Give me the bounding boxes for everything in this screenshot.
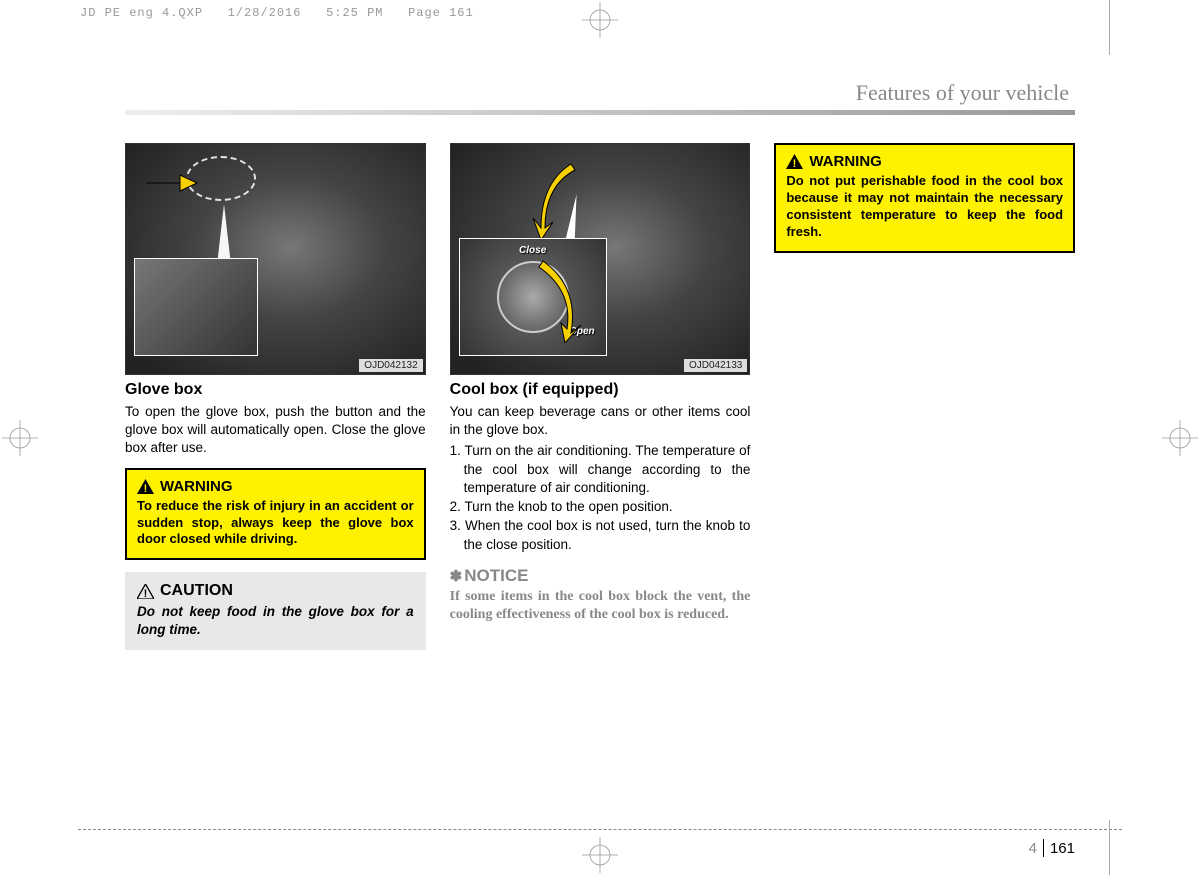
meta-time: 5:25 PM xyxy=(326,6,383,20)
column-3: ! WARNING Do not put perishable food in … xyxy=(774,143,1075,650)
figure-cool-box: Close Open OJD042133 xyxy=(450,143,751,375)
warning-icon: ! xyxy=(786,154,803,169)
cool-box-steps: 1. Turn on the air conditioning. The tem… xyxy=(450,442,751,553)
figure-id-label: OJD042132 xyxy=(359,359,422,372)
notice-title-text: NOTICE xyxy=(464,566,528,585)
dial-arrow-icon xyxy=(531,257,583,343)
notice-heading: ✽NOTICE xyxy=(450,566,751,586)
caution-icon: ! xyxy=(137,584,154,599)
caution-title: ! CAUTION xyxy=(137,582,414,600)
page-num: 161 xyxy=(1050,840,1075,857)
glove-box-heading: Glove box xyxy=(125,381,426,399)
registration-mark-left xyxy=(0,418,40,458)
registration-mark-top xyxy=(580,0,620,40)
notice-star-icon: ✽ xyxy=(450,568,463,585)
cool-box-intro: You can keep beverage cans or other item… xyxy=(450,403,751,439)
figure-inset-dial: Close Open xyxy=(459,238,607,356)
footer-rule xyxy=(78,829,1122,830)
warning-box-glove: ! WARNING To reduce the risk of injury i… xyxy=(125,468,426,561)
meta-filename: JD PE eng 4.QXP xyxy=(80,6,203,20)
section-title: Features of your vehicle xyxy=(125,80,1075,110)
step-1: 1. Turn on the air conditioning. The tem… xyxy=(450,442,751,497)
figure-glove-box: OJD042132 xyxy=(125,143,426,375)
file-metadata: JD PE eng 4.QXP 1/28/2016 5:25 PM Page 1… xyxy=(80,6,474,20)
page-content: Features of your vehicle OJD042132 Glove… xyxy=(125,80,1075,830)
glove-box-body: To open the glove box, push the button a… xyxy=(125,403,426,458)
step-2: 2. Turn the knob to the open position. xyxy=(450,498,751,516)
caution-text: Do not keep food in the glove box for a … xyxy=(137,603,414,638)
figure-id-label: OJD042133 xyxy=(684,359,747,372)
page-separator xyxy=(1043,839,1044,857)
registration-mark-right xyxy=(1160,418,1200,458)
svg-text:!: ! xyxy=(793,158,797,169)
dial-knob: Close Open xyxy=(497,261,569,333)
registration-mark-bottom xyxy=(580,835,620,875)
section-number: 4 xyxy=(1029,840,1037,857)
cool-box-heading: Cool box (if equipped) xyxy=(450,381,751,399)
step-3: 3. When the cool box is not used, turn t… xyxy=(450,517,751,553)
dial-label-close: Close xyxy=(519,245,546,256)
page-number: 4 161 xyxy=(1029,839,1075,857)
meta-page: Page 161 xyxy=(408,6,474,20)
svg-text:!: ! xyxy=(144,483,148,494)
warning-box-cool: ! WARNING Do not put perishable food in … xyxy=(774,143,1075,253)
figure-inset xyxy=(134,258,258,356)
caution-box: ! CAUTION Do not keep food in the glove … xyxy=(125,572,426,650)
content-columns: OJD042132 Glove box To open the glove bo… xyxy=(125,143,1075,650)
column-2: Close Open OJD042133 Cool box (if equipp… xyxy=(450,143,751,650)
arrow-icon xyxy=(144,172,199,194)
warning-title: ! WARNING xyxy=(137,478,414,495)
meta-date: 1/28/2016 xyxy=(228,6,302,20)
column-1: OJD042132 Glove box To open the glove bo… xyxy=(125,143,426,650)
warning-icon: ! xyxy=(137,479,154,494)
trim-line xyxy=(1109,0,1110,55)
title-rule xyxy=(125,110,1075,115)
warning-text: Do not put perishable food in the cool b… xyxy=(786,173,1063,241)
warning-text: To reduce the risk of injury in an accid… xyxy=(137,498,414,549)
caution-title-text: CAUTION xyxy=(160,582,233,600)
svg-text:!: ! xyxy=(144,588,148,599)
warning-title-text: WARNING xyxy=(809,153,882,170)
warning-title-text: WARNING xyxy=(160,478,233,495)
notice-text: If some items in the cool box block the … xyxy=(450,588,751,624)
warning-title: ! WARNING xyxy=(786,153,1063,170)
